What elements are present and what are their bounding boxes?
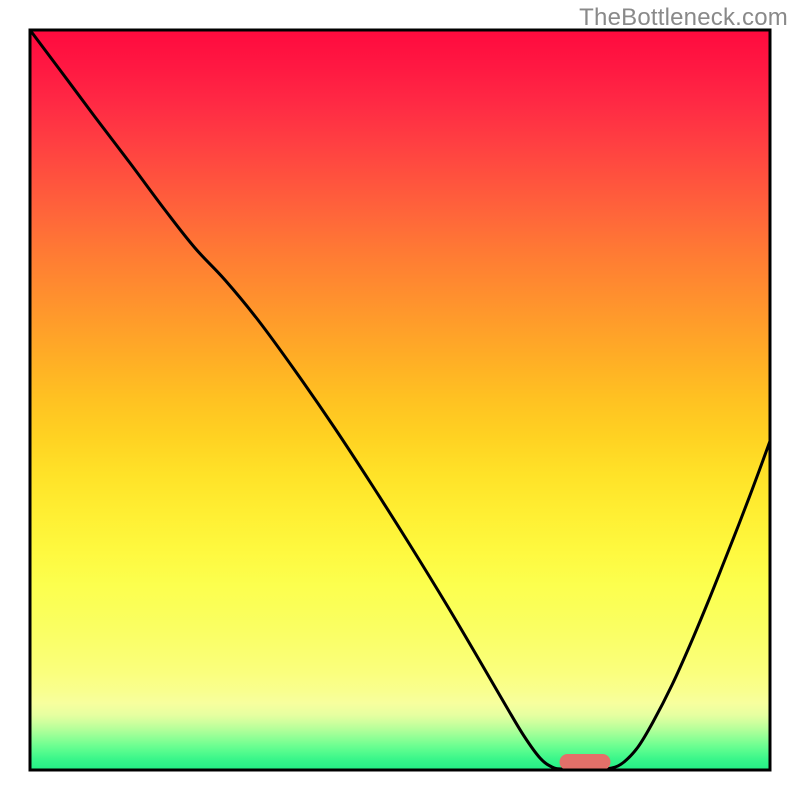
bottleneck-chart: [0, 0, 800, 800]
chart-container: TheBottleneck.com: [0, 0, 800, 800]
optimal-marker: [560, 754, 611, 770]
watermark-text: TheBottleneck.com: [579, 4, 788, 32]
chart-background: [30, 30, 770, 770]
